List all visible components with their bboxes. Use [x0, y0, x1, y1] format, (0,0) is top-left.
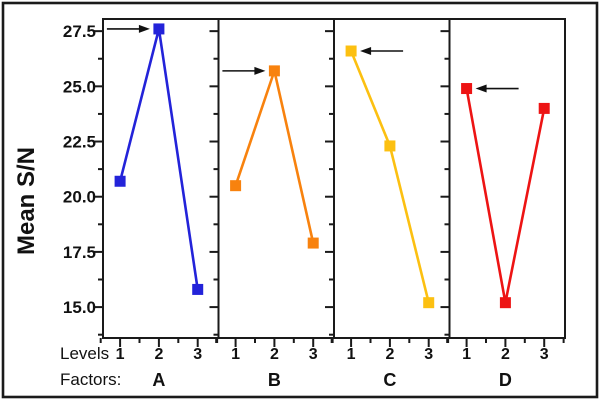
x-tick-label: 1 [462, 346, 471, 363]
x-tick-label: 2 [270, 346, 279, 363]
data-point-d-level-1 [461, 83, 473, 95]
optimal-arrow-head-d [475, 84, 487, 93]
optimal-arrow-head-b [254, 66, 266, 75]
y-tick-label: 27.5 [63, 22, 96, 41]
x-tick-label: 2 [154, 346, 163, 363]
x-tick-label: 3 [193, 346, 202, 363]
data-point-a-level-2 [153, 23, 165, 35]
data-point-c-level-2 [384, 140, 396, 152]
x-tick-label: 3 [424, 346, 433, 363]
series-line-b [234, 66, 315, 244]
factor-label-c: C [383, 370, 396, 390]
series-line-c [349, 50, 430, 303]
x-tick-label: 3 [309, 346, 318, 363]
data-point-d-level-3 [538, 102, 550, 114]
series-line-d [465, 88, 546, 303]
panel-frame-c [333, 18, 451, 339]
data-point-a-level-3 [192, 283, 204, 295]
y-tick-label: 17.5 [63, 243, 96, 262]
x-tick-label: 3 [540, 346, 549, 363]
x-tick-label: 1 [116, 346, 125, 363]
x-tick-label: 1 [231, 346, 240, 363]
factor-label-a: A [152, 370, 165, 390]
data-point-b-level-2 [268, 65, 280, 77]
y-tick-label: 20.0 [63, 188, 96, 207]
y-tick-label: 22.5 [63, 133, 96, 152]
y-tick-label: 25.0 [63, 77, 96, 96]
x-tick-label: 2 [385, 346, 394, 363]
data-point-d-level-2 [499, 297, 511, 309]
levels-row-label: Levels [60, 344, 109, 363]
data-point-c-level-3 [423, 297, 435, 309]
x-tick-label: 2 [501, 346, 510, 363]
y-tick-label: 15.0 [63, 298, 96, 317]
data-point-a-level-1 [114, 175, 126, 187]
factor-label-d: D [499, 370, 512, 390]
data-point-b-level-1 [230, 180, 242, 192]
panel-frame-d [448, 18, 566, 339]
x-tick-label: 1 [347, 346, 356, 363]
series-line-a [118, 28, 199, 290]
optimal-arrow-head-c [360, 47, 372, 56]
data-point-b-level-3 [307, 237, 319, 249]
y-axis-title: Mean S/N [13, 147, 40, 255]
factor-label-b: B [268, 370, 281, 390]
optimal-arrow-head-a [138, 24, 150, 33]
data-point-c-level-1 [345, 45, 357, 57]
factors-row-label: Factors: [60, 370, 121, 389]
